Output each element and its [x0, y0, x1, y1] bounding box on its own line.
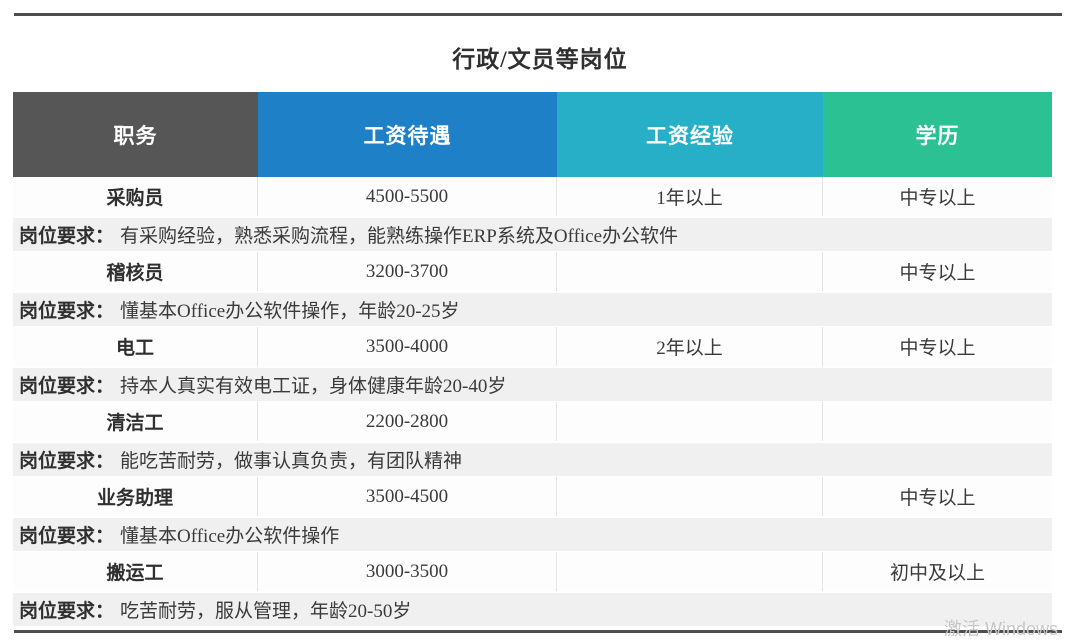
bottom-border-line: [14, 630, 1062, 633]
salary-cell: 2200-2800: [258, 402, 557, 441]
page-title: 行政/文员等岗位: [452, 47, 628, 72]
salary-cell: 4500-5500: [258, 177, 557, 216]
table-row: 清洁工 2200-2800: [13, 402, 1052, 441]
table-row: 稽核员 3200-3700 中专以上: [13, 252, 1052, 291]
position-cell: 业务助理: [13, 477, 258, 516]
requirement-text: 持本人真实有效电工证，身体健康年龄20-40岁: [120, 376, 507, 397]
education-cell: 初中及以上: [889, 563, 985, 584]
requirement-row: 岗位要求： 持本人真实有效电工证，身体健康年龄20-40岁: [13, 366, 1052, 402]
education-cell: [823, 402, 1052, 441]
salary-cell: 3500-4500: [258, 477, 557, 516]
table-row: 业务助理 3500-4500 中专以上: [13, 477, 1052, 516]
salary-cell: 3500-4000: [258, 327, 557, 366]
education-cell: 中专以上: [899, 488, 976, 509]
requirement-text: 吃苦耐劳，服从管理，年龄20-50岁: [120, 601, 412, 622]
experience-cell: [557, 477, 823, 516]
column-header-position: 职务: [13, 92, 258, 177]
position-cell: 搬运工: [13, 552, 258, 591]
job-table: 职务 工资待遇 工资经验 学历 采购员 4500-5500 1年以上 中专以上 …: [13, 92, 1052, 627]
position-cell: 清洁工: [13, 402, 258, 441]
experience-cell: 2年以上: [557, 327, 823, 366]
requirement-row: 岗位要求： 能吃苦耐劳，做事认真负责，有团队精神: [13, 441, 1052, 477]
requirement-text: 懂基本Office办公软件操作，年龄20-25岁: [120, 301, 460, 322]
requirement-row: 岗位要求： 吃苦耐劳，服从管理，年龄20-50岁: [13, 591, 1052, 627]
education-cell: 中专以上: [899, 263, 976, 284]
education-cell: 中专以上: [899, 338, 976, 359]
requirement-label: 岗位要求：: [19, 376, 115, 397]
experience-cell: [557, 552, 823, 591]
column-header-experience: 工资经验: [557, 92, 823, 177]
requirement-label: 岗位要求：: [19, 301, 115, 322]
requirement-text: 懂基本Office办公软件操作: [120, 526, 340, 547]
experience-cell: 1年以上: [557, 177, 823, 216]
position-cell: 稽核员: [13, 252, 258, 291]
education-cell: 中专以上: [899, 188, 976, 209]
requirement-label: 岗位要求：: [19, 226, 115, 247]
windows-activation-watermark: 激活 Windows: [943, 619, 1058, 639]
table-header-row: 职务 工资待遇 工资经验 学历: [13, 92, 1052, 177]
position-cell: 采购员: [13, 177, 258, 216]
position-cell: 电工: [13, 327, 258, 366]
top-border-line: [14, 13, 1062, 16]
column-header-salary: 工资待遇: [258, 92, 557, 177]
requirement-row: 岗位要求： 懂基本Office办公软件操作: [13, 516, 1052, 552]
table-row: 电工 3500-4000 2年以上 中专以上: [13, 327, 1052, 366]
experience-cell: [557, 402, 823, 441]
salary-cell: 3200-3700: [258, 252, 557, 291]
requirement-label: 岗位要求：: [19, 601, 115, 622]
requirement-text: 能吃苦耐劳，做事认真负责，有团队精神: [120, 451, 463, 472]
requirement-label: 岗位要求：: [19, 526, 115, 547]
requirement-row: 岗位要求： 有采购经验，熟悉采购流程，能熟练操作ERP系统及Office办公软件: [13, 216, 1052, 252]
column-header-education: 学历: [823, 92, 1052, 177]
requirement-text: 有采购经验，熟悉采购流程，能熟练操作ERP系统及Office办公软件: [120, 226, 679, 247]
experience-cell: [557, 252, 823, 291]
requirement-label: 岗位要求：: [19, 451, 115, 472]
table-row: 搬运工 3000-3500 初中及以上: [13, 552, 1052, 591]
table-row: 采购员 4500-5500 1年以上 中专以上: [13, 177, 1052, 216]
salary-cell: 3000-3500: [258, 552, 557, 591]
requirement-row: 岗位要求： 懂基本Office办公软件操作，年龄20-25岁: [13, 291, 1052, 327]
